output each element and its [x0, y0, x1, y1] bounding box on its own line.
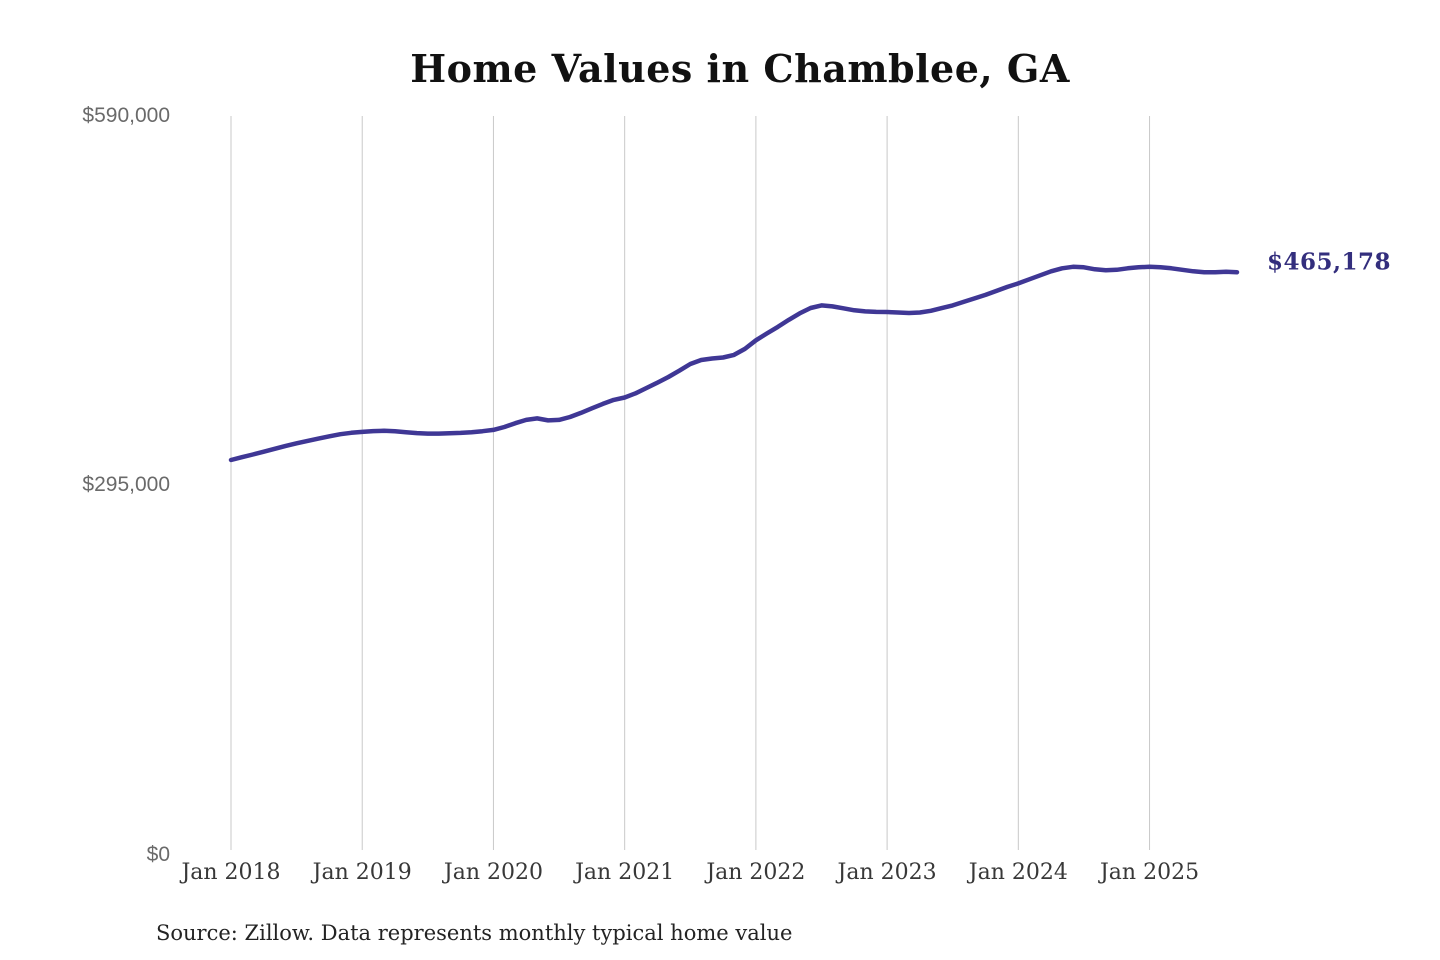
x-axis-label: Jan 2018 [179, 860, 280, 885]
x-axis-label: Jan 2019 [311, 860, 412, 885]
x-axis-label: Jan 2023 [836, 860, 937, 885]
home-value-line [228, 264, 1240, 463]
chart-title: Home Values in Chamblee, GA [410, 46, 1070, 91]
y-axis-label-295000: $295,000 [82, 473, 170, 496]
x-axis-label: Jan 2020 [442, 860, 543, 885]
source-note: Source: Zillow. Data represents monthly … [156, 921, 793, 945]
y-axis-label-590000: $590,000 [82, 104, 170, 127]
x-axis-label: Jan 2025 [1098, 860, 1199, 885]
x-axis-label: Jan 2024 [967, 860, 1068, 885]
current-value-label: $465,178 [1267, 248, 1392, 276]
x-axis-label: Jan 2021 [573, 860, 674, 885]
x-axis-label: Jan 2022 [704, 860, 805, 885]
y-axis-label-0: $0 [146, 843, 170, 866]
